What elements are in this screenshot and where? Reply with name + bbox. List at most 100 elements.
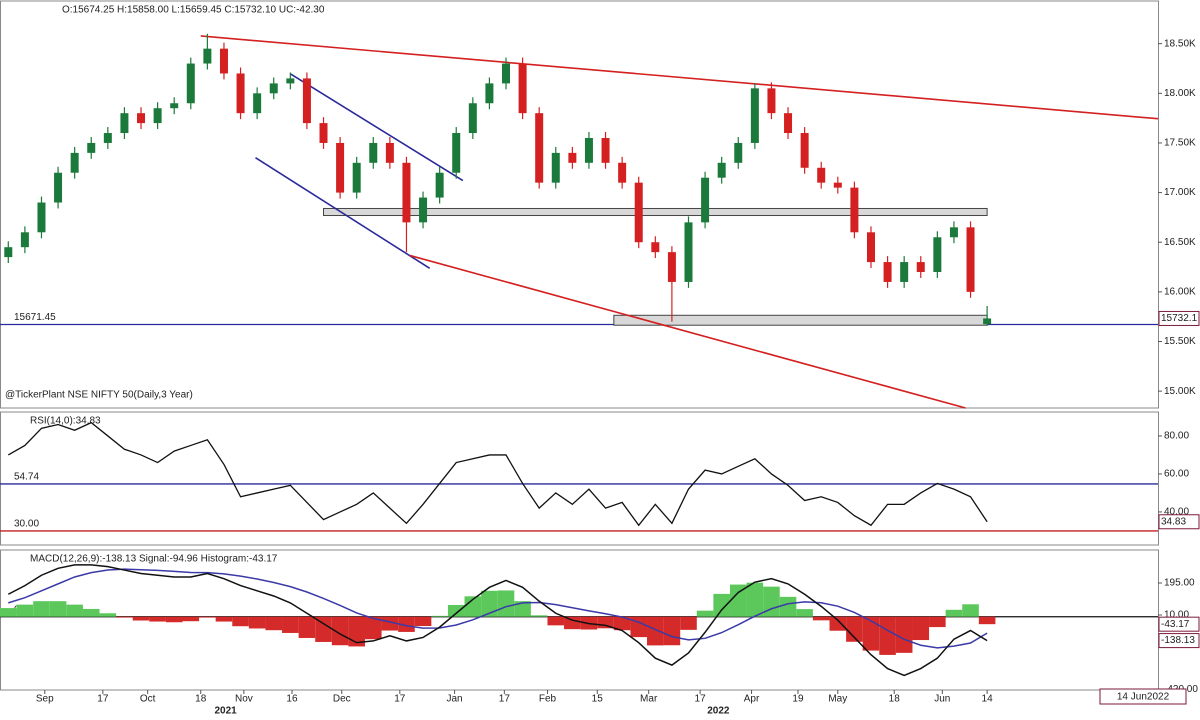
candle-body xyxy=(402,162,411,223)
candle-body xyxy=(551,152,560,183)
y-tick-label: 16.50K xyxy=(1164,237,1196,248)
pane-title: RSI(14,0):34.83 xyxy=(30,416,101,427)
y-tick-label: 40.00 xyxy=(1164,507,1189,518)
histogram-bar xyxy=(215,616,233,622)
histogram-bar xyxy=(381,616,399,631)
level-label: 15671.45 xyxy=(14,312,56,323)
candle-body xyxy=(750,88,759,143)
histogram-bar xyxy=(232,616,249,627)
candle-body xyxy=(37,202,46,233)
support-zone xyxy=(323,207,988,217)
histogram-bar xyxy=(796,609,813,617)
y-tick-label: 18.00K xyxy=(1164,88,1196,99)
pane-title: O:15674.25 H:15858.00 L:15659.45 C:15732… xyxy=(62,5,325,16)
candle-body xyxy=(717,162,726,178)
candle-body xyxy=(701,177,710,223)
histogram-bar xyxy=(962,604,979,617)
candle-body xyxy=(336,142,345,193)
x-tick-label: 18 xyxy=(889,694,901,705)
histogram-bar xyxy=(414,616,432,627)
histogram-bar xyxy=(829,616,847,631)
histogram-bar xyxy=(945,609,963,617)
candle-body xyxy=(419,197,428,223)
candle-body xyxy=(54,172,63,203)
x-tick-label: 15 xyxy=(592,694,604,705)
x-tick-label: 17 xyxy=(695,694,707,705)
candle-body xyxy=(618,162,627,183)
histogram-bar xyxy=(66,604,83,617)
histogram-bar xyxy=(116,616,133,618)
signal-line xyxy=(8,568,988,649)
x-tick-label: Sep xyxy=(36,694,54,705)
candle-body xyxy=(584,137,593,163)
x-tick-label: Dec xyxy=(333,694,351,705)
histogram-bar xyxy=(929,616,946,628)
histogram-bar xyxy=(265,616,283,631)
histogram-bar xyxy=(315,616,332,642)
candle-body xyxy=(385,142,394,163)
histogram-bar xyxy=(530,615,548,617)
candle-body xyxy=(535,113,544,183)
candle-body xyxy=(651,242,660,253)
x-tick-label: Apr xyxy=(744,694,760,705)
candle-body xyxy=(20,232,29,248)
level-label: 30.00 xyxy=(14,519,39,530)
histogram-bar xyxy=(663,616,681,646)
histogram-bar xyxy=(99,613,117,617)
y-tick-label: 16.00K xyxy=(1164,286,1196,297)
candle-body xyxy=(634,182,643,243)
candle-body xyxy=(667,252,676,282)
y-tick-label: 195.00 xyxy=(1164,578,1195,589)
candle-body xyxy=(866,232,875,263)
histogram-bar xyxy=(364,616,382,640)
candle-body xyxy=(286,78,295,84)
histogram-bar xyxy=(165,616,183,623)
candle-body xyxy=(485,83,494,104)
last-value-box xyxy=(1158,616,1200,632)
candle-body xyxy=(103,133,112,143)
histogram-bar xyxy=(331,616,349,646)
histogram-bar xyxy=(16,604,34,617)
last-value-label: -43.17 xyxy=(1161,619,1190,630)
candle-body xyxy=(369,142,378,163)
pane-frame xyxy=(0,411,1159,546)
candle-body xyxy=(219,48,228,74)
year-label: 2022 xyxy=(707,706,730,717)
y-tick-label: 80.00 xyxy=(1164,431,1189,442)
candle-body xyxy=(352,162,361,193)
candle-body xyxy=(734,142,743,163)
histogram-bar xyxy=(248,616,266,629)
x-tick-label: 17 xyxy=(394,694,406,705)
candle-body xyxy=(949,227,958,238)
histogram-bar xyxy=(149,616,166,622)
candle-body xyxy=(784,113,793,134)
histogram-bar xyxy=(282,616,299,633)
support-zone xyxy=(613,314,988,326)
candle-body xyxy=(435,172,444,198)
candle-body xyxy=(883,262,892,282)
histogram-bar xyxy=(630,616,648,638)
histogram-bar xyxy=(647,616,664,646)
y-tick-label: 18.50K xyxy=(1164,38,1196,49)
rsi-line xyxy=(7,421,988,527)
x-tick-label: 19 xyxy=(792,694,804,705)
x-tick-label: 17 xyxy=(97,694,109,705)
histogram-bar xyxy=(82,608,100,617)
histogram-bar xyxy=(447,604,465,617)
histogram-bar xyxy=(879,616,896,655)
histogram-bar xyxy=(680,616,697,630)
histogram-bar xyxy=(464,596,482,617)
candle-body xyxy=(800,133,809,168)
candle-body xyxy=(236,73,245,114)
x-tick-label: Jan xyxy=(447,694,463,705)
y-tick-label: 15.50K xyxy=(1164,336,1196,347)
watermark: @TickerPlant NSE NIFTY 50(Daily,3 Year) xyxy=(5,390,193,401)
x-tick-label: 14 xyxy=(982,694,994,705)
histogram-bar xyxy=(182,616,200,622)
candle-body xyxy=(120,113,129,134)
date-box xyxy=(1099,688,1187,705)
histogram-bar xyxy=(812,616,830,621)
cursor-date: 14 Jun2022 xyxy=(1117,692,1170,703)
candle-body xyxy=(137,113,146,124)
